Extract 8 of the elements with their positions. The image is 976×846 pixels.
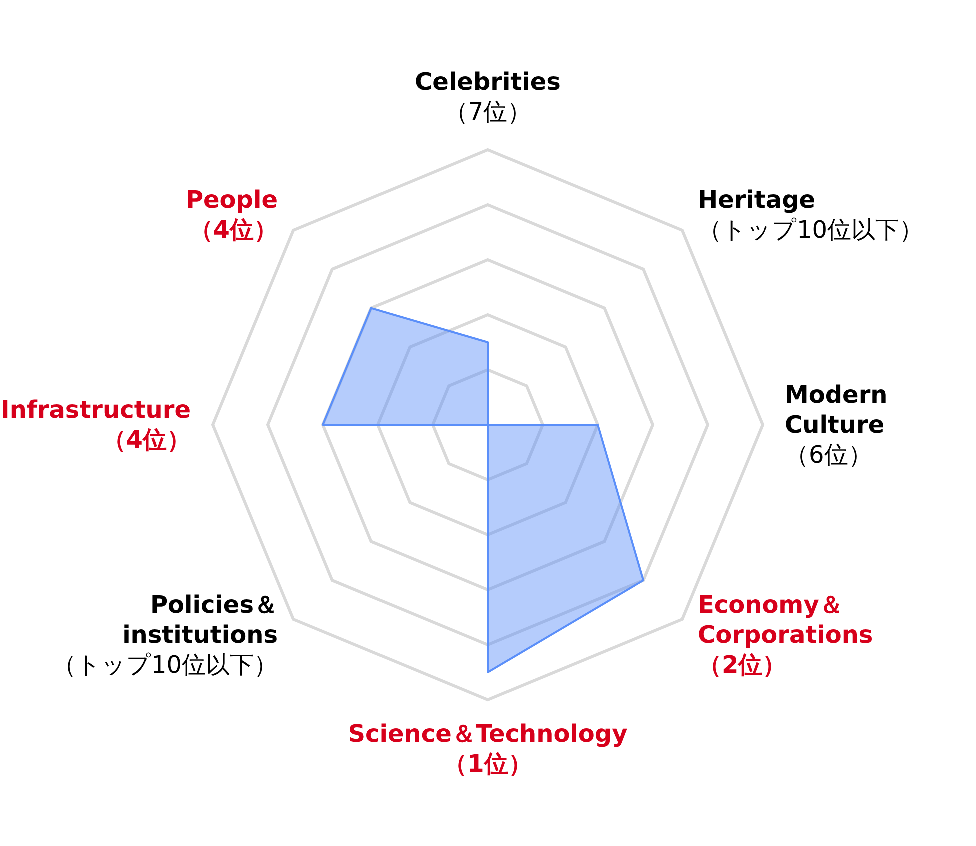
spoke-label: Celebrities （7位）	[415, 68, 561, 126]
spoke-label: People （4位）	[186, 186, 278, 244]
spoke-label: Policies＆ institutions （トップ10位以下）	[52, 591, 278, 680]
spoke-label: Science＆Technology （1位）	[348, 720, 628, 778]
spoke-label: Heritage （トップ10位以下）	[698, 186, 924, 244]
spoke-label: Economy＆ Corporations （2位）	[698, 591, 874, 680]
spoke-label: Infrastructure （4位）	[0, 396, 191, 454]
spoke-label: Modern Culture （6位）	[785, 381, 888, 469]
